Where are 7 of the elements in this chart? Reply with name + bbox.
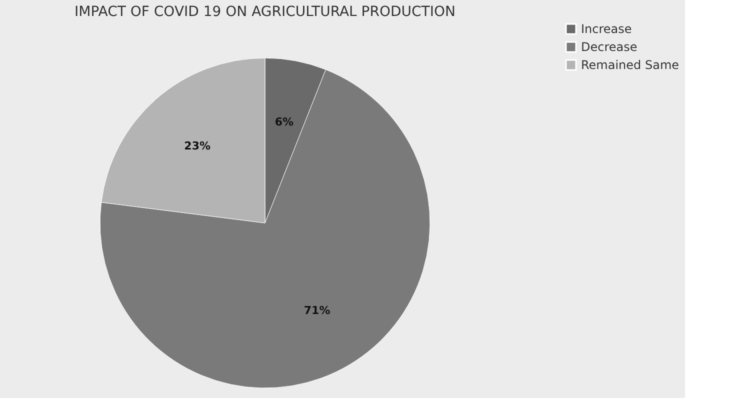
legend-label: Decrease <box>581 40 638 54</box>
data-label: 71% <box>304 304 330 318</box>
chart-title: IMPACT OF COVID 19 ON AGRICULTURAL PRODUCTION <box>74 4 456 20</box>
data-label: 23% <box>184 139 211 152</box>
legend-label: Remained Same <box>581 58 680 72</box>
data-label: 6% <box>274 116 294 129</box>
legend-label: Increase <box>581 22 632 36</box>
